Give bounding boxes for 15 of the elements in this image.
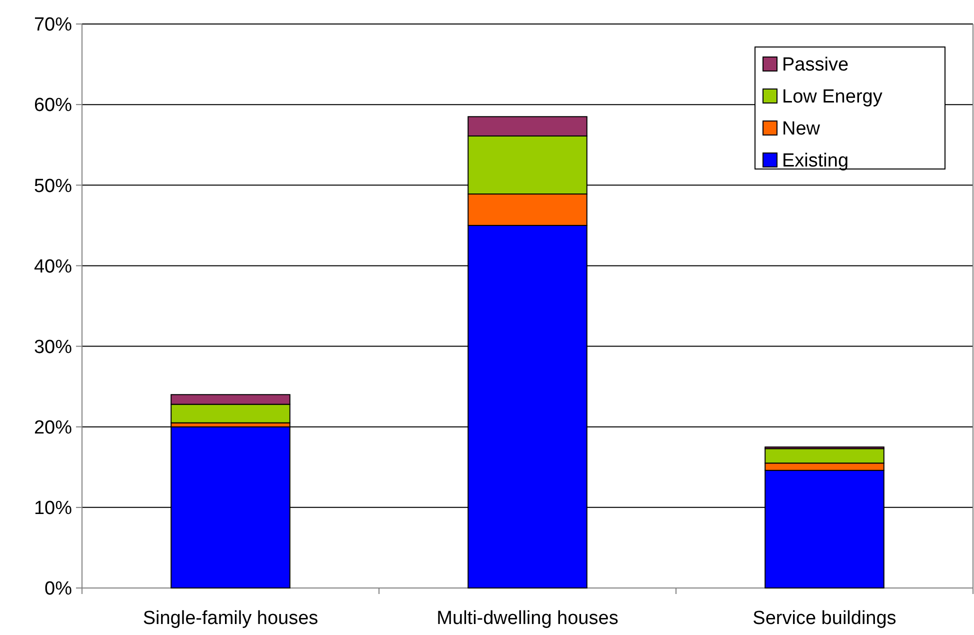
y-tick-label: 30% (34, 336, 72, 358)
y-tick-label: 60% (34, 95, 72, 116)
legend-label: Passive (782, 54, 849, 76)
y-tick-label: 40% (34, 256, 72, 278)
legend-label: Low Energy (782, 86, 883, 108)
x-tick-label: Service buildings (752, 608, 896, 629)
x-tick-label: Multi-dwelling houses (436, 608, 618, 629)
y-tick-label: 0% (44, 578, 72, 600)
legend-label: New (782, 118, 820, 140)
y-tick-label: 20% (34, 418, 72, 439)
x-tick-label: Single-family houses (142, 608, 318, 629)
y-tick-label: 70% (34, 14, 72, 36)
y-tick-label: 10% (34, 498, 72, 520)
legend-label: Existing (782, 150, 849, 172)
y-tick-label: 50% (34, 176, 72, 197)
